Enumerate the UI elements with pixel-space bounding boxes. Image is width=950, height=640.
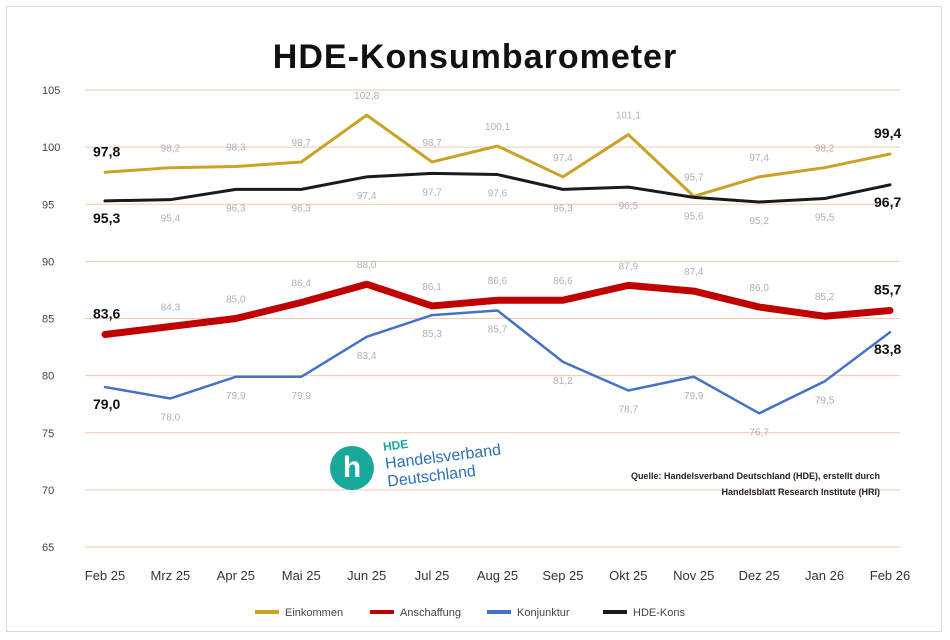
x-tick-label: Dez 25 <box>739 568 780 583</box>
legend-label: HDE-Kons <box>633 607 685 619</box>
x-tick-label: Mrz 25 <box>151 568 191 583</box>
data-label: 79,5 <box>815 395 835 406</box>
y-tick-label: 105 <box>42 85 60 97</box>
data-label: 84,3 <box>161 302 181 313</box>
data-label: 85,7 <box>488 325 508 336</box>
y-tick-label: 85 <box>42 314 54 326</box>
data-label: 97,4 <box>357 191 377 202</box>
y-tick-label: 75 <box>42 428 54 440</box>
y-tick-label: 80 <box>42 371 54 383</box>
x-tick-label: Feb 26 <box>870 568 910 583</box>
data-label: 79,9 <box>292 391 312 402</box>
data-label: 81,2 <box>553 376 573 387</box>
source-line-2: Handelsblatt Research Institute (HRI) <box>721 487 880 497</box>
data-label: 83,6 <box>93 305 120 321</box>
x-tick-label: Jul 25 <box>415 568 450 583</box>
x-tick-label: Mai 25 <box>282 568 321 583</box>
data-label: 98,3 <box>226 143 246 154</box>
data-label: 97,4 <box>553 153 573 164</box>
data-label: 87,4 <box>684 267 704 278</box>
data-label: 86,0 <box>749 283 769 294</box>
y-tick-label: 65 <box>42 542 54 554</box>
data-label: 96,3 <box>553 203 573 214</box>
x-tick-label: Aug 25 <box>477 568 518 583</box>
data-label: 99,4 <box>874 125 901 141</box>
data-label: 98,7 <box>422 138 442 149</box>
data-label: 95,6 <box>684 211 704 222</box>
data-label: 98,2 <box>815 144 835 155</box>
data-label: 96,5 <box>619 201 639 212</box>
hde-logo: h HDE Handelsverband Deutschland <box>330 437 560 508</box>
x-tick-label: Feb 25 <box>85 568 125 583</box>
x-tick-label: Sep 25 <box>542 568 583 583</box>
data-label: 78,7 <box>619 404 639 415</box>
data-label: 95,5 <box>815 213 835 224</box>
data-label: 78,0 <box>161 412 181 423</box>
data-label: 83,4 <box>357 351 377 362</box>
x-tick-label: Okt 25 <box>609 568 647 583</box>
legend-label: Einkommen <box>285 607 343 619</box>
legend-label: Konjunktur <box>517 607 570 619</box>
data-label: 85,0 <box>226 295 246 306</box>
data-label: 76,7 <box>749 427 769 438</box>
data-label: 79,0 <box>93 396 120 412</box>
data-label: 97,4 <box>749 153 769 164</box>
data-label: 96,7 <box>874 194 901 210</box>
y-tick-label: 95 <box>42 199 54 211</box>
source-note: Quelle: Handelsverband Deutschland (HDE)… <box>560 468 880 500</box>
data-label: 95,2 <box>749 216 769 227</box>
data-label: 87,9 <box>619 261 639 272</box>
data-label: 85,7 <box>874 282 901 298</box>
source-line-1: Quelle: Handelsverband Deutschland (HDE)… <box>630 471 880 481</box>
y-tick-label: 90 <box>42 256 54 268</box>
y-tick-label: 70 <box>42 485 54 497</box>
data-label: 85,2 <box>815 292 835 303</box>
data-label: 96,3 <box>226 203 246 214</box>
y-tick-label: 100 <box>42 142 60 154</box>
data-label: 95,7 <box>684 172 704 183</box>
data-label: 102,8 <box>354 91 379 102</box>
data-label: 95,4 <box>161 214 181 225</box>
data-label: 100,1 <box>485 122 510 133</box>
data-label: 86,1 <box>422 282 442 293</box>
chart-title: HDE-Konsumbarometer <box>272 38 678 76</box>
data-label: 79,9 <box>684 391 704 402</box>
data-label: 79,9 <box>226 391 246 402</box>
data-label: 96,3 <box>292 203 312 214</box>
x-tick-label: Jun 25 <box>347 568 386 583</box>
legend-label: Anschaffung <box>400 607 461 619</box>
data-label: 95,3 <box>93 210 120 226</box>
data-label: 101,1 <box>616 111 641 122</box>
data-label: 85,3 <box>422 329 442 340</box>
hde-logo-mark: h <box>330 446 374 490</box>
data-label: 98,7 <box>292 138 312 149</box>
data-label: 86,6 <box>488 276 508 287</box>
x-tick-label: Apr 25 <box>217 568 255 583</box>
data-label: 86,6 <box>553 276 573 287</box>
data-label: 97,8 <box>93 143 120 159</box>
data-label: 98,2 <box>161 144 181 155</box>
data-label: 88,0 <box>357 260 377 271</box>
x-tick-label: Nov 25 <box>673 568 714 583</box>
x-tick-label: Jan 26 <box>805 568 844 583</box>
data-label: 97,6 <box>488 189 508 200</box>
data-label: 86,4 <box>292 279 312 290</box>
data-label: 83,8 <box>874 341 901 357</box>
data-label: 97,7 <box>422 187 442 198</box>
